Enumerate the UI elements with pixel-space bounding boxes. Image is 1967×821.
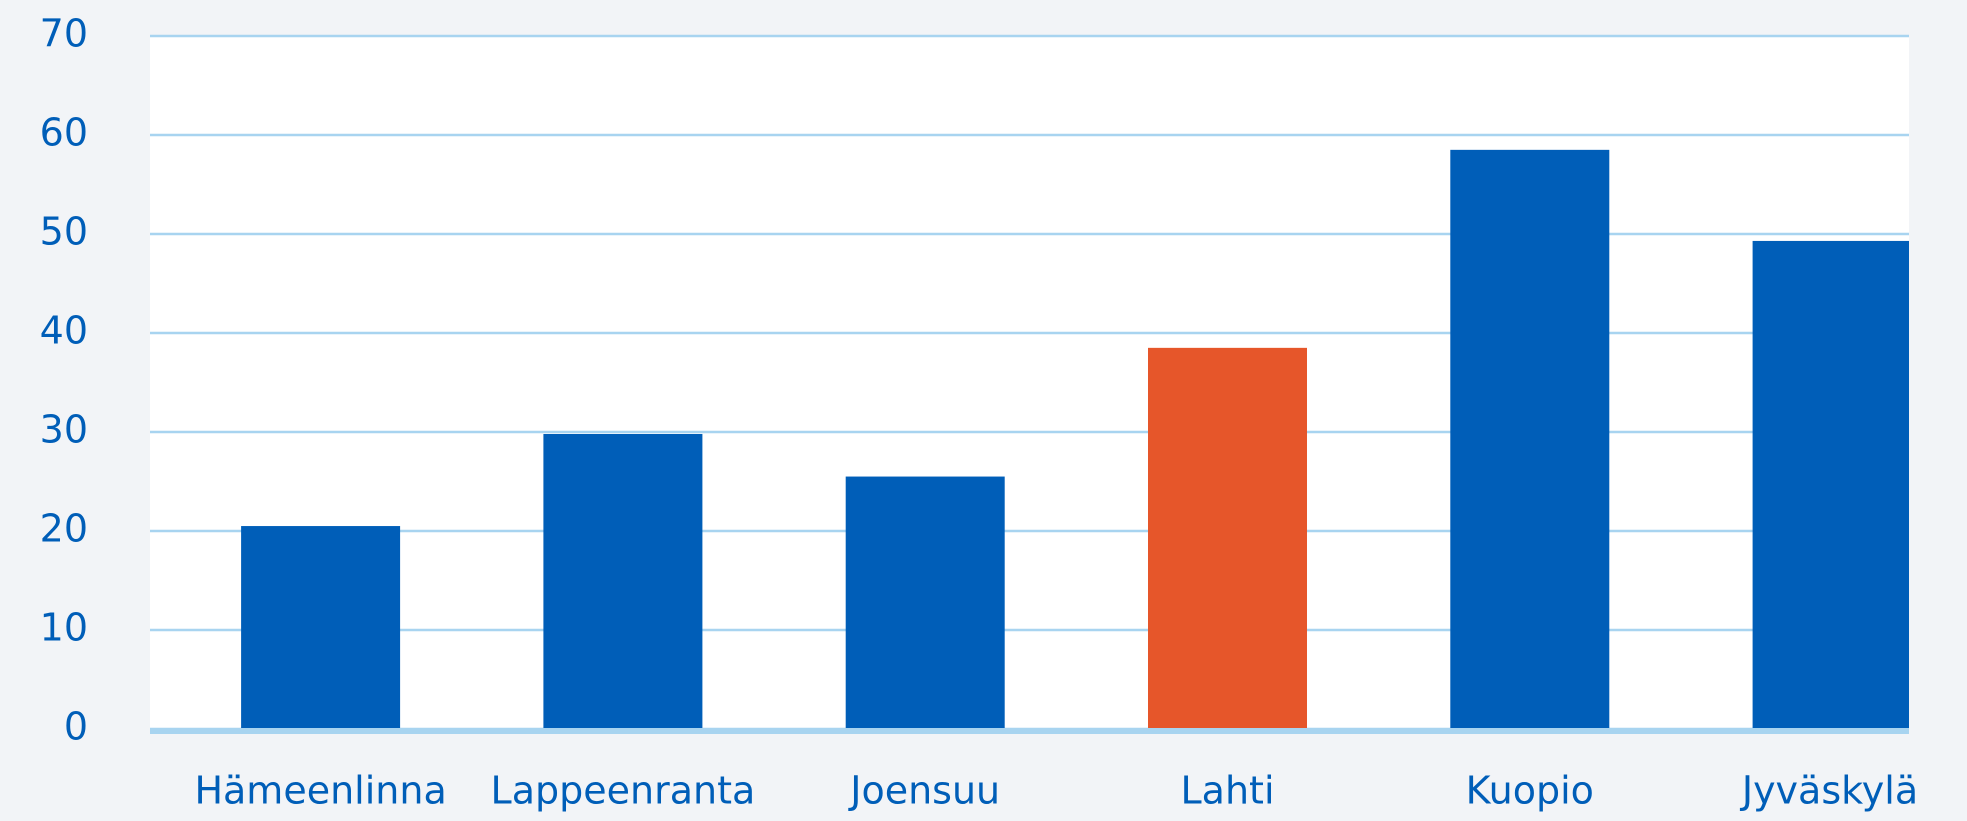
bar bbox=[1752, 240, 1909, 729]
y-tick-label: 70 bbox=[40, 12, 88, 56]
y-tick-label: 0 bbox=[64, 705, 88, 749]
y-tick-label: 20 bbox=[40, 507, 88, 551]
y-tick-label: 40 bbox=[40, 309, 88, 353]
plot-area bbox=[150, 36, 1909, 729]
x-tick-label: Lahti bbox=[1181, 769, 1275, 813]
x-tick-label: Kuopio bbox=[1466, 769, 1594, 813]
x-tick-label: Joensuu bbox=[848, 769, 1000, 813]
x-tick-label: Jyväskylä bbox=[1740, 769, 1918, 813]
bar bbox=[543, 433, 703, 729]
x-tick-label: Hämeenlinna bbox=[194, 769, 446, 813]
y-tick-label: 10 bbox=[40, 606, 88, 650]
y-tick-label: 30 bbox=[40, 408, 88, 452]
bar bbox=[1148, 347, 1307, 729]
y-tick-label: 50 bbox=[40, 210, 88, 254]
bar bbox=[845, 476, 1005, 729]
y-tick-label: 60 bbox=[40, 111, 88, 155]
bar bbox=[1450, 149, 1610, 730]
x-tick-label: Lappeenranta bbox=[491, 769, 756, 813]
bar bbox=[241, 526, 401, 729]
